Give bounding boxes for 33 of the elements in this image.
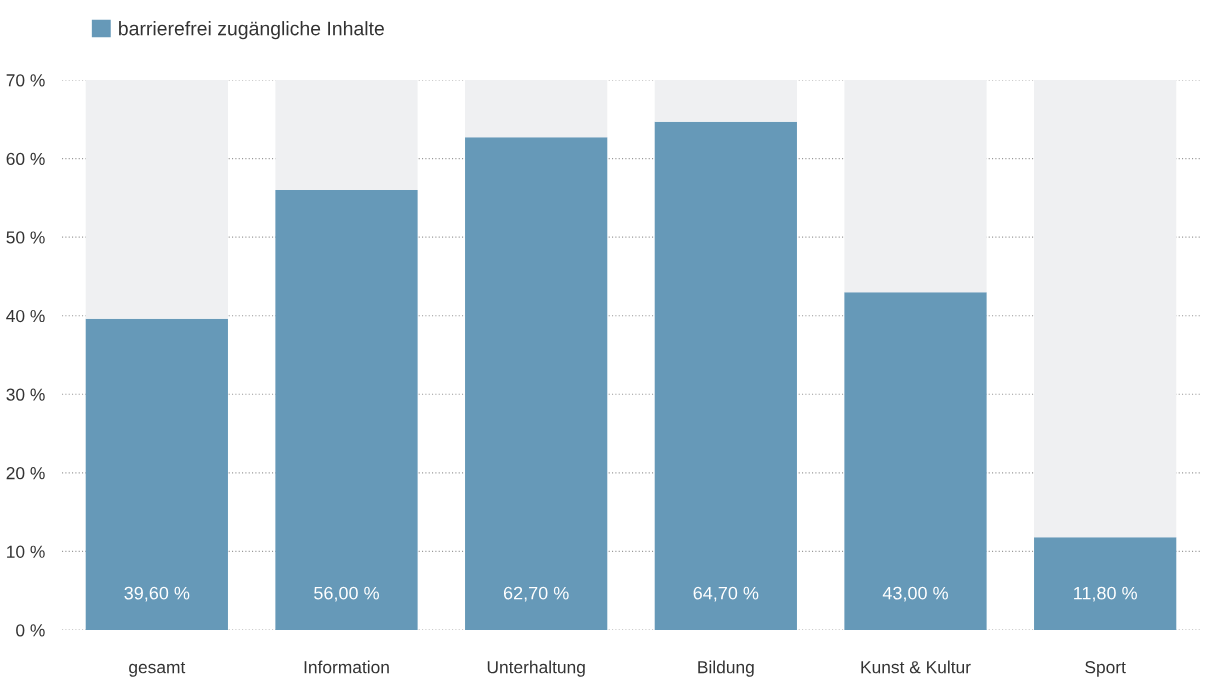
y-tick-label: 70 % bbox=[6, 74, 45, 87]
bar bbox=[275, 190, 418, 630]
bar bbox=[465, 80, 608, 138]
x-tick-label: Information bbox=[304, 660, 389, 674]
x-tick-label: Bildung bbox=[698, 660, 754, 677]
data-label: 43,00 % bbox=[882, 586, 948, 602]
y-tick-label: 20 % bbox=[6, 467, 45, 480]
bar bbox=[85, 318, 228, 630]
data-label: 56,00 % bbox=[314, 586, 379, 602]
y-tick-label: 0 % bbox=[16, 624, 45, 637]
bar bbox=[844, 292, 987, 630]
y-tick-label: 40 % bbox=[6, 309, 45, 323]
x-tick-label: Kunst & Kultur bbox=[861, 660, 971, 674]
bar bbox=[1034, 537, 1177, 630]
x-tick-label: Sport bbox=[1085, 661, 1126, 677]
data-label: 39,60 % bbox=[124, 586, 190, 602]
x-tick-label: gesamt bbox=[129, 661, 186, 677]
bar bbox=[654, 80, 797, 122]
bar bbox=[275, 80, 418, 190]
bar bbox=[465, 137, 608, 630]
data-label: 62,70 % bbox=[503, 586, 569, 602]
y-tick-label: 50 % bbox=[6, 231, 45, 244]
bar bbox=[1034, 80, 1177, 538]
y-tick-label: 30 % bbox=[6, 388, 45, 401]
bar bbox=[844, 80, 987, 293]
bar bbox=[654, 121, 797, 630]
data-label: 11,80 % bbox=[1074, 586, 1137, 602]
bar bbox=[85, 80, 228, 319]
y-tick-label: 60 % bbox=[6, 152, 45, 166]
legend-label: barrierefrei zugängliche Inhalte bbox=[119, 21, 384, 40]
x-tick-label: Unterhaltung bbox=[487, 660, 585, 677]
data-label: 64,70 % bbox=[693, 586, 759, 602]
y-tick-label: 10 % bbox=[7, 545, 45, 558]
